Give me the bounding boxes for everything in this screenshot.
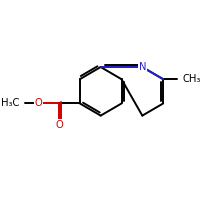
Text: O: O <box>34 98 42 108</box>
Text: H₃C: H₃C <box>1 98 19 108</box>
Text: CH₃: CH₃ <box>182 74 200 84</box>
Text: N: N <box>139 62 146 72</box>
Text: O: O <box>55 120 63 130</box>
